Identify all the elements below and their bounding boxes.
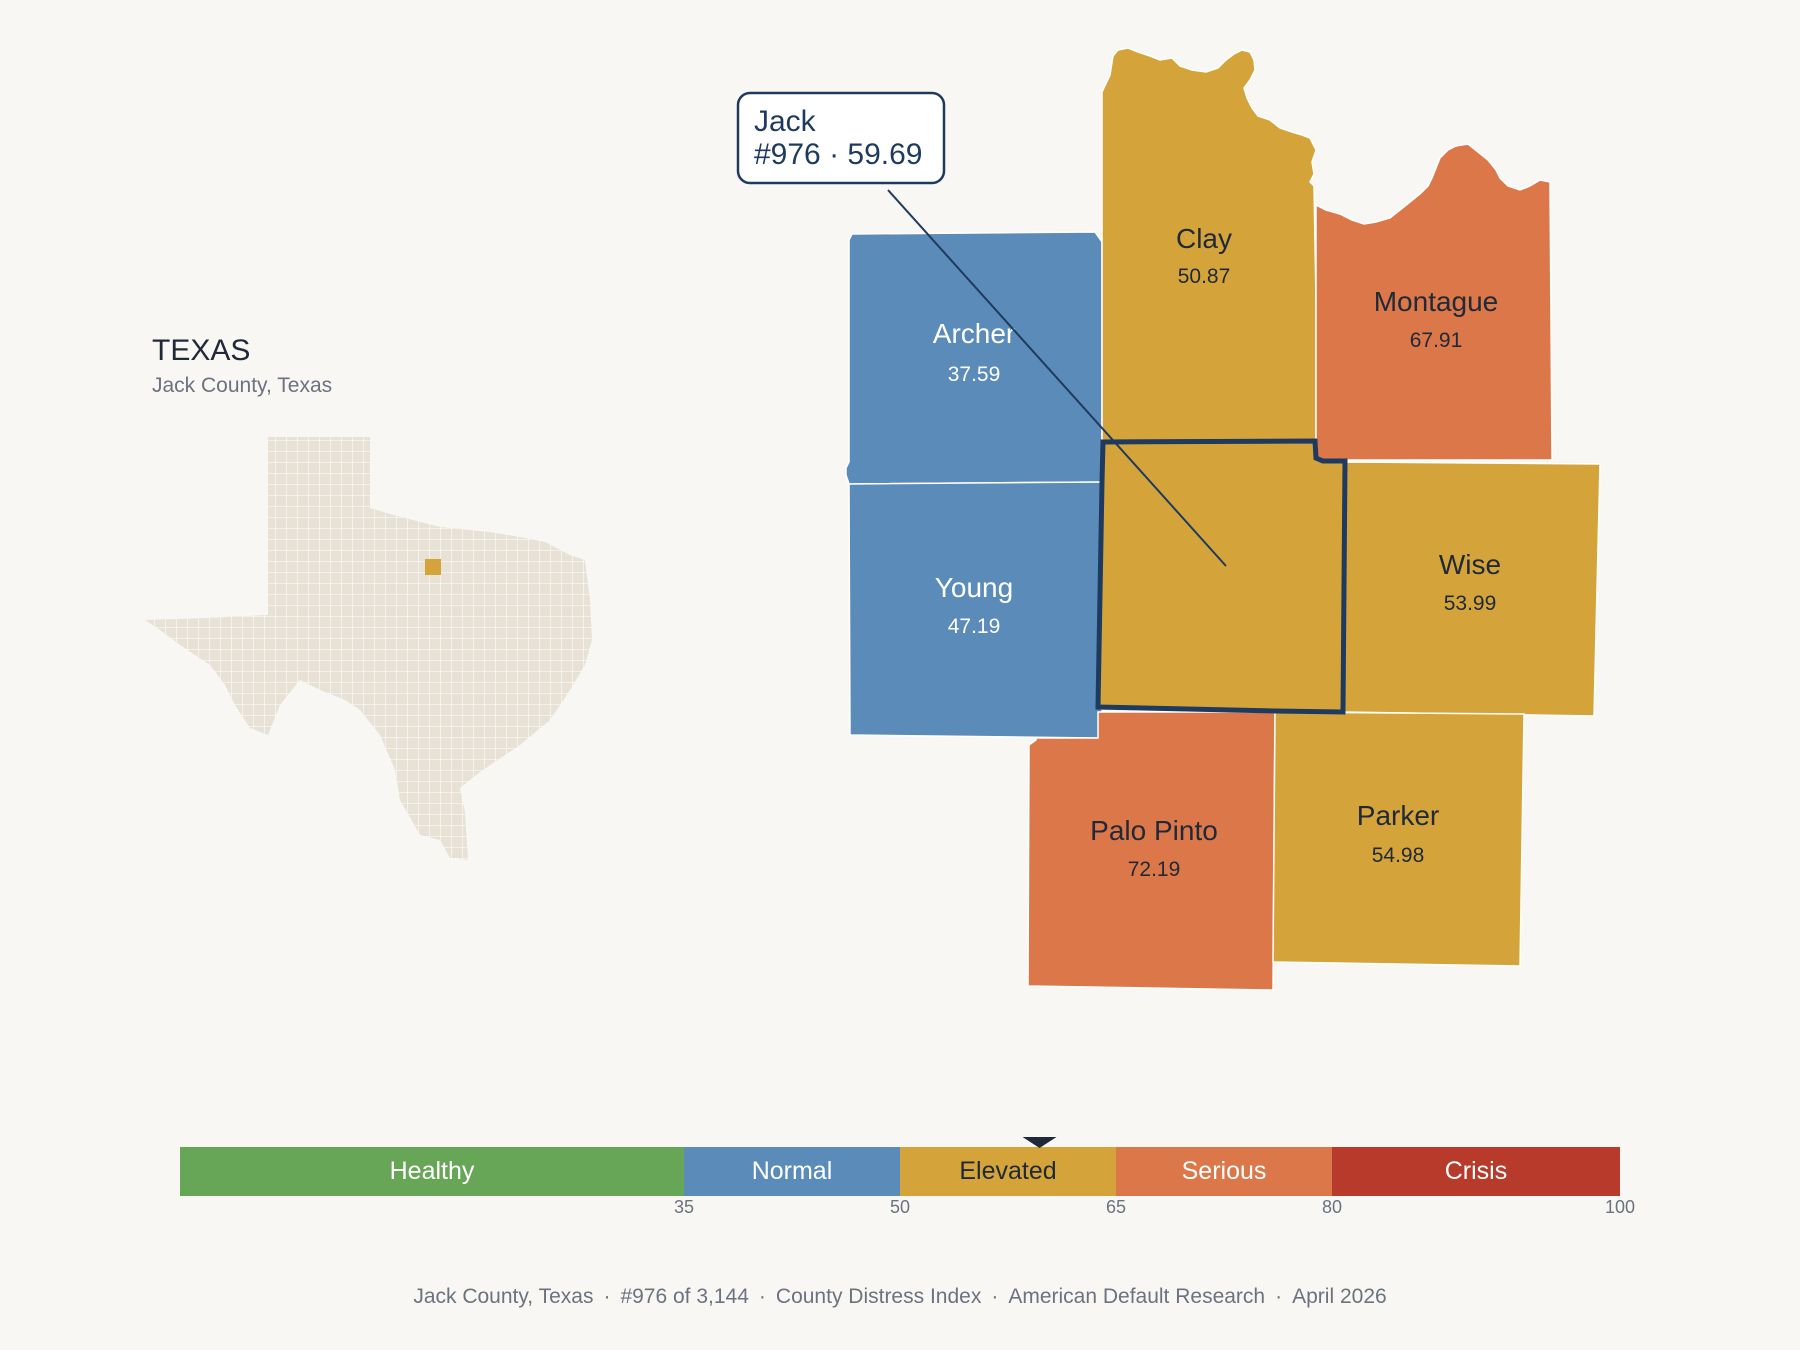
county-value-young: 47.19 [948,615,1001,638]
county-parker[interactable] [1272,711,1525,967]
county-label-wise: Wise [1439,549,1501,580]
county-labels: Archer 37.59 Clay 50.87 Montague 67.91 Y… [933,223,1501,881]
tooltip-box [736,91,946,185]
county-value-palo-pinto: 72.19 [1128,858,1181,881]
county-clay[interactable] [1101,47,1317,445]
footer-index-name: County Distress Index [775,1285,982,1308]
legend-tick-50: 50 [890,1197,910,1217]
county-jack-highlighted[interactable] [1095,438,1348,715]
county-young[interactable] [848,481,1103,739]
score-marker [1022,1137,1057,1148]
legend-label-healthy: Healthy [390,1157,475,1185]
county-value-clay: 50.87 [1178,265,1231,288]
legend-label-crisis: Crisis [1445,1157,1508,1185]
legend-segment-normal [684,1147,900,1196]
county-label-young: Young [935,572,1013,603]
tooltip-county-name: Jack [754,105,817,138]
county-wise[interactable] [1341,461,1601,717]
county-label-parker: Parker [1357,800,1439,831]
county-palo-pinto[interactable] [1027,711,1276,991]
county-archer[interactable] [845,231,1103,485]
county-value-parker: 54.98 [1372,844,1425,867]
county-label-clay: Clay [1176,223,1232,254]
legend-tick-35: 35 [674,1197,694,1217]
legend-tick-80: 80 [1322,1197,1342,1217]
legend-tick-100: 100 [1605,1197,1635,1217]
footer-date: April 2026 [1292,1285,1387,1308]
legend-label-normal: Normal [752,1157,833,1185]
distress-scale-legend: Healthy Normal Elevated Serious Crisis 35 50 6… [180,1137,1635,1217]
legend-label-elevated: Elevated [959,1157,1056,1185]
state-subtitle: Jack County, Texas [152,374,332,397]
county-value-wise: 53.99 [1444,592,1497,615]
county-value-archer: 37.59 [948,363,1001,386]
footer-location: Jack County, Texas [413,1285,594,1308]
selected-county-marker [425,559,441,575]
footer: Jack County, Texas · #976 of 3,144 · County … [413,1285,1387,1308]
county-tooltip: Jack #976 · 59.69 [736,91,1227,567]
tooltip-rank-score: #976 · 59.69 [754,138,922,171]
legend-segment-healthy [180,1147,684,1196]
county-label-archer: Archer [933,318,1015,349]
county-map [845,47,1601,991]
county-value-montague: 67.91 [1410,329,1463,352]
county-label-montague: Montague [1374,286,1499,317]
legend-segment-crisis [1332,1147,1620,1196]
tooltip-leader-line [887,189,1227,567]
legend-segment-serious [1116,1147,1332,1196]
state-title: TEXAS [152,334,250,367]
legend-tick-65: 65 [1106,1197,1126,1217]
county-montague[interactable] [1315,143,1553,461]
legend-segment-elevated [900,1147,1116,1196]
footer-source: American Default Research [1008,1285,1266,1308]
county-label-palo-pinto: Palo Pinto [1090,815,1218,846]
footer-rank: #976 of 3,144 [620,1285,749,1308]
texas-outline-map [145,437,592,860]
state-inset: TEXAS Jack County, Texas [145,334,592,860]
legend-label-serious: Serious [1182,1157,1267,1185]
